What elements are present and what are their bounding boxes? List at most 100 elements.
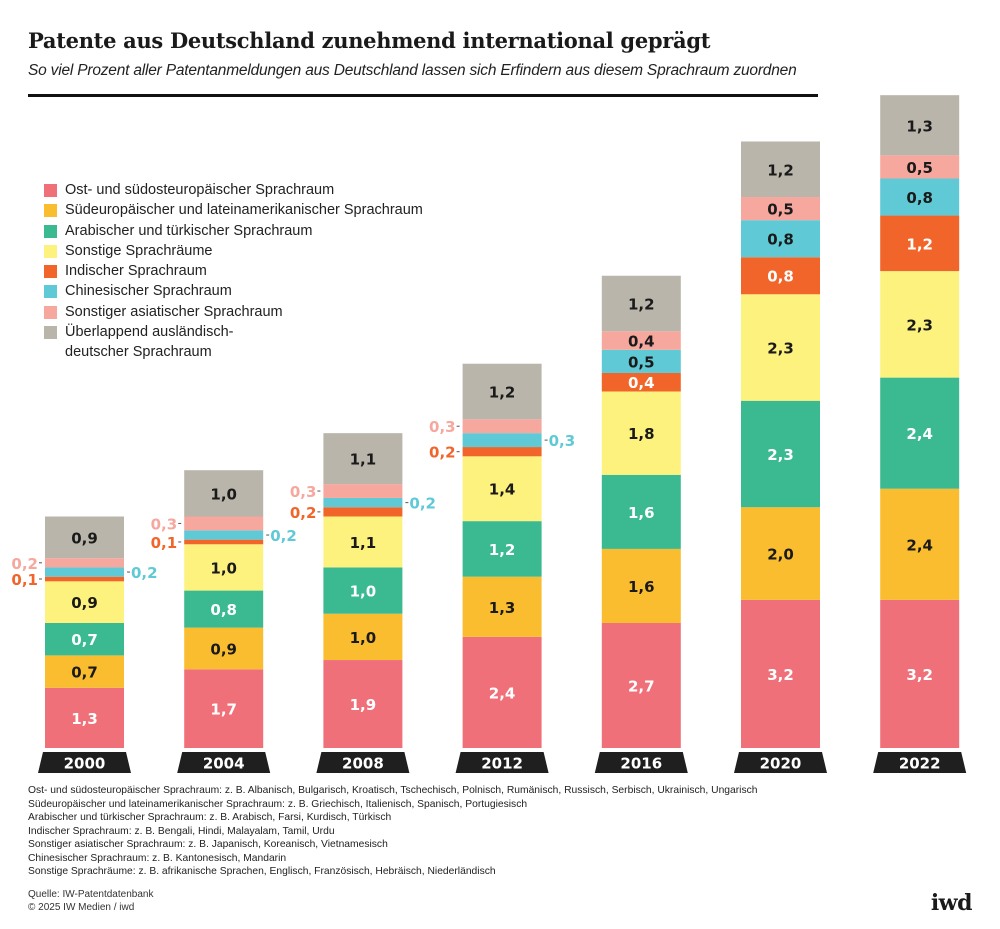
bar-segment	[741, 141, 820, 198]
bar-segment	[184, 516, 264, 531]
year-plate	[316, 752, 410, 773]
bar-segment	[462, 456, 542, 522]
bar-value-label: 1,3	[489, 599, 516, 617]
bar-segment	[323, 497, 403, 508]
bar-value-label: 0,4	[628, 374, 655, 392]
bar-segment	[601, 372, 681, 392]
bar-value-label: 0,7	[71, 631, 98, 649]
footnote: Südeuropäischer und lateinamerikanischer…	[28, 798, 528, 810]
bar-value-label: 2,3	[767, 340, 794, 358]
bar-segment	[462, 363, 542, 420]
bar-value-label: 2,0	[767, 546, 794, 564]
bar-value-label: 1,0	[350, 629, 377, 647]
bar-value-label: 1,2	[767, 161, 794, 179]
bar-value-label: 2,7	[628, 677, 655, 695]
legend-item: Südeuropäischer und lateinamerikanischer…	[44, 200, 423, 220]
bar-segment	[45, 558, 124, 568]
source-block: Quelle: IW-Patentdatenbank © 2025 IW Med…	[28, 888, 153, 914]
outside-value-label: 0,1	[151, 534, 178, 552]
bar-value-label: 1,6	[628, 578, 655, 596]
bar-value-label: 1,0	[210, 485, 237, 503]
outside-value-label: 0,2	[11, 555, 38, 573]
footnote: Sonstiger asiatischer Sprachraum: z. B. …	[28, 839, 388, 850]
x-tick-label: 2022	[899, 755, 941, 773]
bar-value-label: 1,1	[350, 534, 377, 552]
outside-value-label: 0,2	[270, 527, 297, 545]
chart-subtitle: So viel Prozent aller Patentanmeldungen …	[28, 62, 797, 79]
bar-segment	[323, 516, 403, 568]
x-tick-label: 2020	[760, 755, 802, 773]
bar-value-label: 0,9	[71, 594, 98, 612]
bar-segment	[601, 474, 681, 549]
legend-item: Sonstige Sprachräume	[44, 241, 423, 261]
bar-segment	[45, 581, 124, 623]
bar-segment	[601, 391, 681, 475]
bar-segment	[45, 622, 124, 656]
bar-value-label: 1,0	[210, 559, 237, 577]
bar-value-label: 3,2	[767, 666, 794, 684]
source-text: Quelle: IW-Patentdatenbank	[28, 889, 154, 900]
bar-segment	[880, 599, 960, 748]
bar-value-label: 0,5	[767, 201, 794, 219]
bar-segment	[741, 400, 820, 508]
bar-segment	[184, 627, 264, 670]
legend-label: Chinesischer Sprachraum	[65, 283, 232, 300]
bar-value-label: 0,7	[71, 664, 98, 682]
legend-item: Ost- und südosteuropäischer Sprachraum	[44, 180, 423, 200]
x-tick-label: 2000	[64, 755, 106, 773]
bar-segment	[741, 507, 820, 600]
bar-segment	[184, 590, 264, 628]
year-plate	[594, 752, 688, 773]
bar-segment	[601, 331, 681, 350]
bar-segment	[323, 660, 403, 748]
chart-legend: Ost- und südosteuropäischer Sprachraum S…	[44, 180, 423, 363]
bar-segment	[462, 576, 542, 637]
bar-value-label: 1,9	[350, 696, 377, 714]
bar-value-label: 2,4	[906, 536, 933, 554]
legend-item: Chinesischer Sprachraum	[44, 281, 423, 301]
bar-value-label: 0,8	[906, 189, 933, 207]
x-tick-label: 2008	[342, 755, 384, 773]
year-plate	[177, 752, 271, 773]
bar-value-label: 3,2	[906, 666, 933, 684]
bar-segment	[880, 215, 960, 272]
bar-segment	[601, 622, 681, 748]
year-plate	[455, 752, 549, 773]
legend-swatch	[44, 244, 57, 258]
bar-segment	[184, 669, 264, 748]
footnote: Ost- und südosteuropäischer Sprachraum: …	[28, 785, 758, 796]
year-plate	[38, 752, 131, 773]
outside-value-label: 0,2	[290, 504, 317, 522]
chart-title: Patente aus Deutschland zunehmend intern…	[28, 28, 711, 53]
bar-segment	[880, 377, 960, 489]
footnote: Indischer Sprachraum: z. B. Bengali, Hin…	[28, 825, 335, 837]
bar-segment	[45, 655, 124, 688]
bar-segment	[601, 275, 681, 332]
legend-item: Überlappend ausländisch- deutscher Sprac…	[44, 322, 423, 363]
bar-segment	[323, 433, 403, 485]
bar-segment	[184, 470, 264, 517]
outside-value-label: 0,2	[429, 444, 456, 462]
outside-value-label: 0,3	[429, 418, 456, 436]
iwd-logo: iwd	[930, 890, 973, 916]
bar-value-label: 1,2	[906, 235, 933, 253]
outside-value-label: 0,3	[151, 515, 178, 533]
copyright-text: © 2025 IW Medien / iwd	[28, 902, 135, 913]
bar-value-label: 0,9	[210, 640, 237, 658]
x-tick-label: 2004	[203, 755, 245, 773]
legend-label: Arabischer und türkischer Sprachraum	[65, 222, 313, 239]
footnote: Arabischer und türkischer Sprachraum: z.…	[28, 812, 392, 823]
bar-segment	[45, 516, 124, 559]
bar-segment	[462, 447, 542, 457]
bar-segment	[741, 294, 820, 401]
outside-value-label: 0,1	[11, 571, 38, 589]
bar-value-label: 1,6	[628, 504, 655, 522]
legend-swatch	[44, 326, 57, 340]
bar-value-label: 0,8	[210, 601, 237, 619]
footnote: Chinesischer Sprachraum: z. B. Kantonesi…	[28, 852, 287, 864]
bar-value-label: 1,3	[906, 117, 933, 135]
bar-segment	[601, 548, 681, 623]
bar-segment	[880, 178, 960, 216]
bar-value-label: 1,0	[350, 583, 377, 601]
